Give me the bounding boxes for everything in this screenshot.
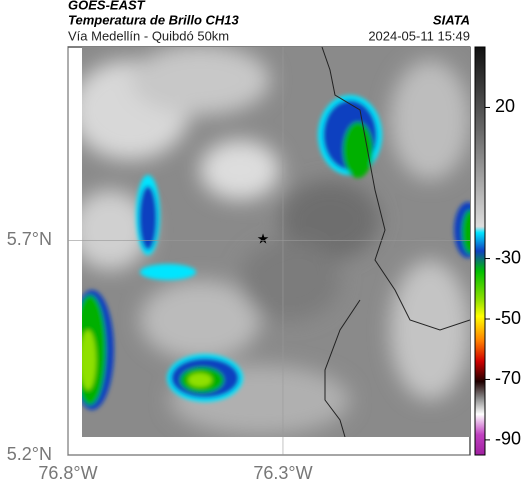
timestamp: 2024-05-11 15:49 <box>368 28 470 43</box>
region: Vía Medellín - Quibdó 50km <box>68 28 229 43</box>
colorbar <box>474 46 486 456</box>
colorbar-tick-label: -50 <box>495 308 521 328</box>
product-title: Temperatura de Brillo CH13 <box>68 12 240 27</box>
satellite-name: GOES-EAST <box>68 0 146 12</box>
satellite-image: ★ <box>82 47 470 437</box>
colorbar-tick-label: 20 <box>495 96 515 116</box>
lon-tick-label: 76.8°W <box>38 463 97 483</box>
colorbar-tick-label: -30 <box>495 247 521 267</box>
lon-tick-label: 76.3°W <box>253 463 312 483</box>
source: SIATA <box>433 12 470 27</box>
lat-tick-label: 5.7°N <box>7 229 52 249</box>
colorbar-tick-label: -90 <box>495 429 521 449</box>
colorbar-tick-label: -70 <box>495 368 521 388</box>
location-marker: ★ <box>257 231 270 247</box>
lat-tick-label: 5.2°N <box>7 444 52 464</box>
